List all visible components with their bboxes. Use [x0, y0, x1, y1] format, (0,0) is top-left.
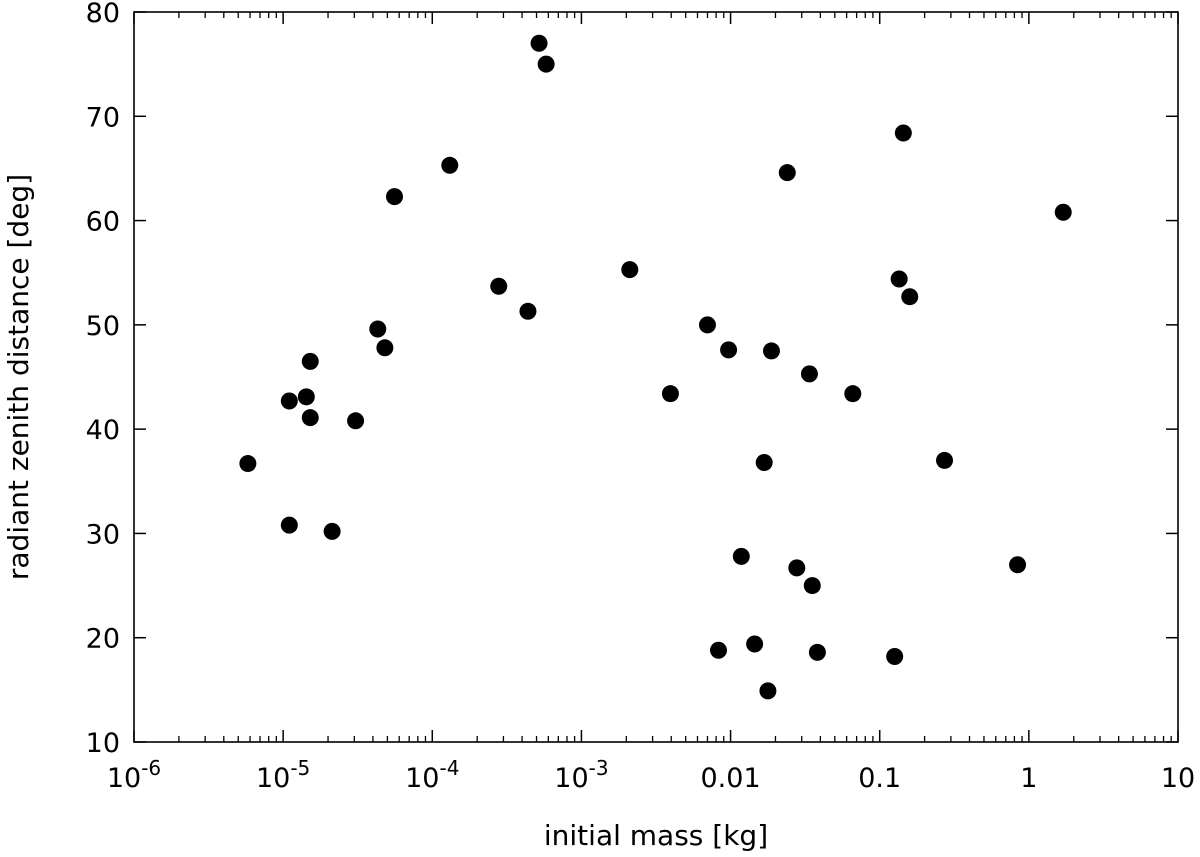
data-point — [530, 34, 548, 52]
data-point — [746, 635, 764, 653]
data-point — [788, 559, 806, 577]
data-point — [759, 682, 777, 700]
data-point — [936, 451, 954, 469]
data-point — [844, 385, 862, 403]
x-tick-label: 10-5 — [256, 756, 310, 794]
data-point — [297, 388, 315, 406]
data-points — [239, 34, 1072, 700]
y-tick-labels: 10 20 30 40 50 60 70 80 — [86, 0, 120, 759]
data-point — [778, 164, 796, 182]
data-point — [280, 392, 298, 410]
data-point — [369, 320, 387, 338]
data-point — [720, 341, 738, 359]
data-point — [755, 454, 773, 472]
y-tick-label: 20 — [86, 624, 120, 655]
data-point — [710, 641, 728, 659]
y-axis-title: radiant zenith distance [deg] — [2, 174, 35, 580]
y-tick-label: 10 — [86, 728, 120, 759]
data-point — [301, 409, 319, 427]
x-tick-label: 0.1 — [858, 763, 901, 794]
data-point — [1009, 556, 1027, 574]
tick-marks — [133, 11, 1179, 743]
y-tick-label: 60 — [86, 207, 120, 238]
x-axis-title: initial mass [kg] — [544, 819, 768, 852]
data-point — [732, 547, 750, 565]
data-point — [698, 316, 716, 334]
data-point — [901, 288, 919, 306]
data-point — [886, 647, 904, 665]
y-tick-label: 70 — [86, 102, 120, 133]
data-point — [762, 342, 780, 360]
plot-frame — [133, 11, 1179, 743]
x-tick-label: 10-4 — [405, 756, 459, 794]
y-tick-label: 40 — [86, 415, 120, 446]
data-point — [1054, 203, 1072, 221]
data-point — [239, 455, 257, 473]
data-point — [890, 270, 908, 288]
data-point — [441, 156, 459, 174]
data-point — [301, 352, 319, 370]
data-point — [519, 302, 537, 320]
data-point — [347, 412, 365, 430]
data-point — [661, 385, 679, 403]
x-tick-label: 10-3 — [554, 756, 608, 794]
x-tick-label: 10-6 — [107, 756, 161, 794]
y-tick-label: 80 — [86, 0, 120, 29]
data-point — [490, 277, 508, 295]
data-point — [537, 55, 555, 73]
y-tick-label: 50 — [86, 311, 120, 342]
x-tick-labels: 10-6 10-5 10-4 10-3 0.01 0.1 1 10 — [107, 756, 1195, 794]
data-point — [323, 522, 341, 540]
data-point — [376, 339, 394, 357]
y-tick-label: 30 — [86, 519, 120, 550]
x-tick-label: 10 — [1161, 763, 1195, 794]
x-tick-label: 1 — [1020, 763, 1037, 794]
data-point — [894, 124, 912, 142]
data-point — [803, 577, 821, 595]
data-point — [280, 516, 298, 534]
data-point — [800, 365, 818, 383]
x-tick-label: 0.01 — [701, 763, 761, 794]
data-point — [621, 261, 639, 279]
data-point — [808, 643, 826, 661]
data-point — [385, 188, 403, 206]
